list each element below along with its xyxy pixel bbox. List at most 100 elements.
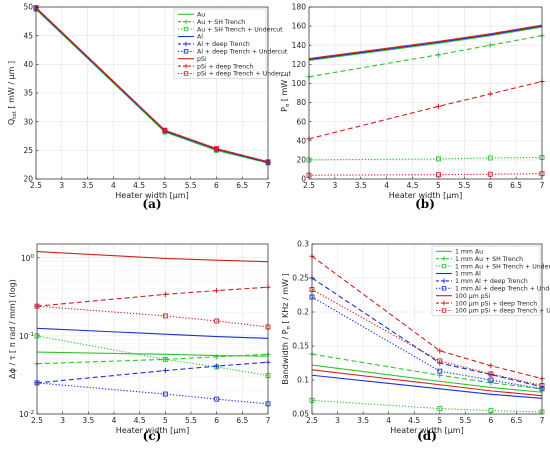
x-tick-label: 5 xyxy=(162,181,167,190)
axes-box xyxy=(308,6,543,180)
y-tick-label: 20 xyxy=(296,155,306,164)
data-point-plus xyxy=(162,367,168,374)
x-tick-label: 3.5 xyxy=(82,181,94,190)
legend-marker-plus xyxy=(441,278,447,284)
x-axis-label: Heater width [μm] xyxy=(115,191,188,200)
series-4 xyxy=(36,327,269,339)
y-tick-label: 40 xyxy=(23,60,33,69)
y-axis-label: Qtot [ mW / μm ] xyxy=(7,61,18,125)
y-tick-base: 10 xyxy=(19,332,29,341)
legend-entry: 1 mm Au + SH Trench + Undercut xyxy=(455,263,550,270)
legend-marker-square xyxy=(441,286,447,291)
series-line xyxy=(35,7,269,163)
y-tick-label: 0.15 xyxy=(292,342,309,351)
y-tick-label: 35 xyxy=(23,89,33,98)
data-point-plus xyxy=(437,348,443,354)
data-point-square xyxy=(214,318,220,324)
series-line xyxy=(36,327,269,339)
chart-panel-1: 2.5 3 3.5 4 4.5 5 5.5 6 6.5 7 20 25 30 35 40 45 50 Heater… xyxy=(7,3,291,211)
data-point-square xyxy=(162,356,168,362)
y-label-unit: [ mW ] xyxy=(280,74,289,104)
series-5 xyxy=(308,24,543,60)
panel-label: (d) xyxy=(417,429,437,443)
x-tick-label: 5.5 xyxy=(459,416,471,425)
series-line xyxy=(311,353,543,390)
y-tick-exponent: 0 xyxy=(31,254,35,260)
x-tick-label: 6 xyxy=(214,181,219,190)
legend-entry: 100 μm pSi + deep Trench xyxy=(455,300,537,307)
data-point-square xyxy=(213,146,219,152)
legend-marker-plus xyxy=(441,300,447,306)
series-line xyxy=(35,8,269,164)
y-tick-exponent: -1 xyxy=(29,332,34,338)
y-tick-label: 100 xyxy=(292,79,307,88)
x-tick-label: 5.5 xyxy=(458,181,470,190)
series-line xyxy=(311,399,543,413)
x-tick-label: 2.5 xyxy=(306,416,318,425)
series-line xyxy=(36,351,269,357)
x-axis-label: Heater width [μm] xyxy=(116,426,189,435)
legend-entry: 1 mm Au xyxy=(455,249,483,256)
x-tick-label: 3.5 xyxy=(355,181,367,190)
series-line xyxy=(36,361,269,384)
legend-marker-plus xyxy=(183,19,189,24)
y-tick-label: 180 xyxy=(292,3,307,12)
data-point-plus xyxy=(487,42,493,48)
series-1 xyxy=(311,364,543,393)
series-line xyxy=(311,277,543,388)
y-tick-label: 40 xyxy=(296,136,306,145)
x-tick-label: 2.5 xyxy=(31,416,43,425)
axes-box xyxy=(36,243,269,415)
y-axis-label: Δϕ / τ [ π rad / mm] (log) xyxy=(8,279,17,379)
data-point-square xyxy=(214,396,220,402)
legend-entry: Au + SH Trench xyxy=(197,19,245,26)
y-label-unit: [ mW / μm ] xyxy=(7,61,16,111)
x-tick-label: 5.5 xyxy=(185,181,197,190)
legend-entry: pSi + deep Trench + Undercut xyxy=(197,71,291,78)
data-point-square xyxy=(162,391,168,397)
x-tick-label: 3.5 xyxy=(82,416,94,425)
x-tick-label: 4.5 xyxy=(408,416,420,425)
legend-entry: Au + SH Trench + Undercut xyxy=(197,26,283,33)
x-tick-label: 4.5 xyxy=(133,181,145,190)
x-tick-label: 4 xyxy=(386,416,391,425)
series-line xyxy=(311,374,543,399)
data-point-square xyxy=(488,377,494,383)
y-label-main: Q xyxy=(7,119,16,125)
data-point-square xyxy=(162,127,168,133)
data-point-square xyxy=(435,156,441,162)
series-line xyxy=(36,335,269,377)
x-tick-label: 5 xyxy=(163,416,168,425)
y-tick-exponent: -2 xyxy=(29,410,34,416)
y-label-unit: [ KHz / mW ] xyxy=(281,273,290,326)
legend-marker-plus xyxy=(183,63,189,69)
y-tick-label: 25 xyxy=(23,146,33,155)
legend-marker-plus xyxy=(441,256,447,261)
x-tick-label: 6 xyxy=(214,416,219,425)
series-line xyxy=(35,7,269,163)
plot-area xyxy=(309,7,542,179)
y-tick-label: 60 xyxy=(296,117,306,126)
series-5 xyxy=(36,351,269,357)
x-tick-label: 3 xyxy=(332,181,337,190)
series-line xyxy=(311,364,543,393)
series-line xyxy=(308,156,543,161)
legend-entry: 1 mm Al + deep Trench xyxy=(455,278,528,285)
legend-entry: Al xyxy=(197,34,203,41)
data-point-square xyxy=(162,313,168,319)
legend-entry: Al + deep Trench xyxy=(197,41,250,48)
panel-label: (c) xyxy=(143,429,162,443)
y-tick-label: 45 xyxy=(23,31,33,40)
series-line xyxy=(311,369,543,397)
y-tick-label: 120 xyxy=(292,60,307,69)
x-tick-label: 5.5 xyxy=(185,416,197,425)
data-point-square xyxy=(437,358,443,364)
y-label-main: Bandwidth / P xyxy=(281,329,290,384)
data-point-square xyxy=(437,368,443,374)
y-tick-label: 10-2 xyxy=(19,410,34,419)
data-point-plus xyxy=(435,52,442,58)
y-tick-label: 10-1 xyxy=(19,332,34,341)
chart-panel-2: 2.5 3 3.5 4 4.5 5 5.5 6 6.5 7 0 20 40 60 80 100 120 140 16… xyxy=(280,3,545,211)
